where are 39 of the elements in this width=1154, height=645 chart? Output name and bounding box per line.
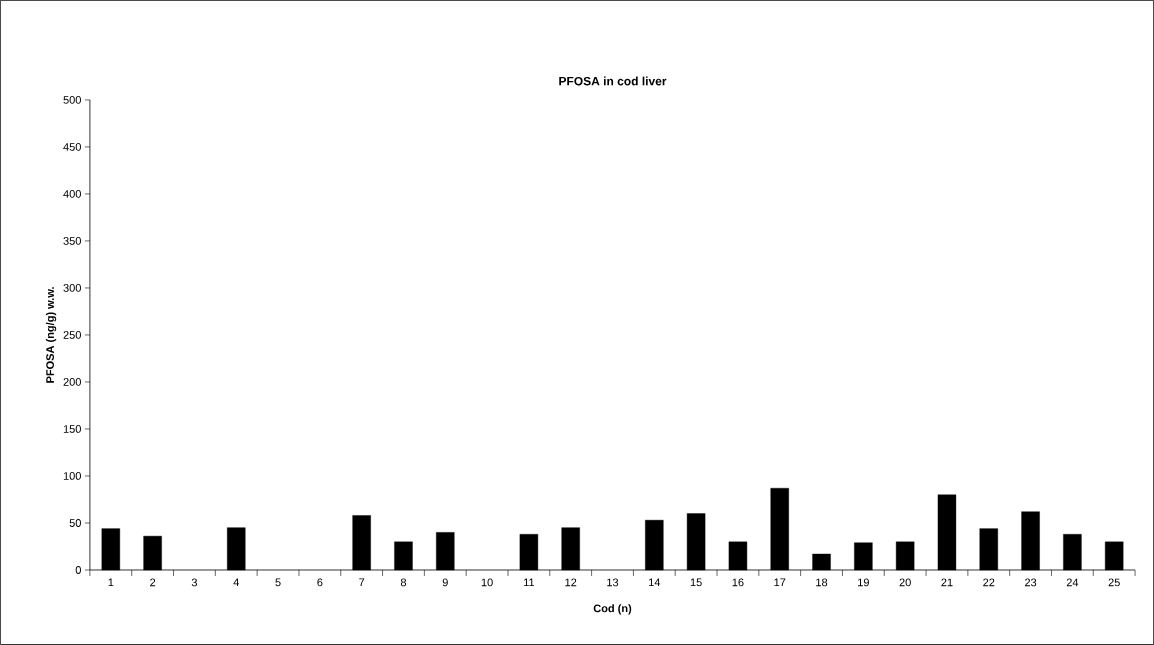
x-tick-label: 9 [442,578,448,587]
y-tick-label: 350 [63,237,81,245]
x-tick-label: 8 [400,578,407,587]
x-tick-label: 13 [607,578,619,587]
x-tick-label: 11 [524,578,535,587]
x-tick-label: 19 [858,578,869,587]
x-tick-label: 15 [690,578,702,587]
x-tick-label: 12 [565,578,577,587]
x-tick-label: 23 [1025,578,1037,587]
x-tick-label: 3 [191,578,198,587]
y-tick-label: 150 [63,425,81,433]
y-tick-label: 500 [63,96,81,104]
x-tick-label: 25 [1108,578,1120,587]
x-tick-label: 5 [275,578,281,587]
y-axis-title: PFOSA (ng/g) w.w. [45,287,57,383]
y-tick-label: 0 [75,566,81,574]
x-tick-label: 16 [732,578,744,587]
x-tick-label: 18 [816,578,828,587]
x-axis-title: Cod (n) [593,604,632,615]
x-tick-label: 22 [983,578,995,587]
y-tick-label: 400 [63,190,81,198]
x-tick-label: 17 [774,578,786,587]
y-tick-label: 200 [63,378,81,386]
x-tick-label: 21 [941,578,953,587]
x-tick-label: 20 [899,578,911,587]
x-tick-label: 2 [150,578,156,587]
x-tick-label: 14 [649,578,661,587]
x-tick-label: 1 [108,578,114,587]
x-tick-label: 4 [233,578,239,587]
y-tick-label: 300 [63,284,81,292]
x-tick-label: 6 [317,578,323,587]
chart-title: PFOSA in cod liver [559,76,667,86]
x-tick-label: 7 [359,578,365,587]
y-tick-label: 100 [63,472,81,480]
y-tick-label: 450 [63,143,81,151]
y-tick-label: 50 [69,519,81,527]
x-tick-label: 24 [1066,578,1079,587]
y-tick-label: 250 [63,331,81,339]
x-tick-label: 10 [481,578,493,587]
